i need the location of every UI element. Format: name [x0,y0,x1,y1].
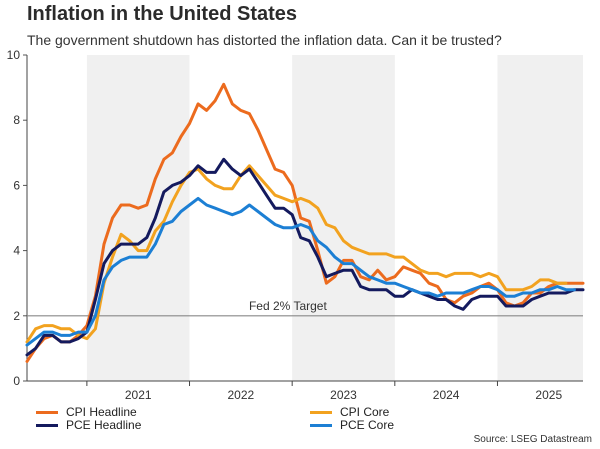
series-line-pce-core [25,196,576,347]
legend-item-pce-core: PCE Core [310,418,394,432]
y-tick-label: 6 [13,178,20,192]
shaded-band-2021 [86,55,190,381]
y-tick-label: 0 [13,374,20,388]
shaded-band-2023 [292,55,395,381]
legend-item-pce-headline: PCE Headline [36,418,141,432]
series-line-pce-headline [25,157,585,357]
y-tick-label: 2 [13,309,20,323]
x-tick-label-2021: 2021 [125,388,152,402]
legend-swatch-cpi-headline [36,410,58,414]
chart-title: Inflation in the United States [27,3,298,25]
y-tick-label: 8 [13,113,20,127]
legend-item-cpi-headline: CPI Headline [36,405,137,419]
y-tick-label: 10 [7,48,21,62]
x-tick-label-2025: 2025 [535,388,562,402]
series-line-cpi-headline [25,82,585,363]
legend-swatch-pce-headline [36,423,58,427]
shaded-band-2025 [497,55,583,381]
legend-label-pce-headline: PCE Headline [66,418,142,432]
legend-swatch-pce-core [310,423,332,427]
legend-item-cpi-core: CPI Core [310,405,389,419]
fed-target-label: Fed 2% Target [249,299,327,313]
x-tick-label-2023: 2023 [330,388,357,402]
chart-subtitle: The government shutdown has distorted th… [27,32,502,48]
x-tick-label-2024: 2024 [433,388,460,402]
legend-swatch-cpi-core [310,410,332,414]
legend-label-pce-core: PCE Core [340,418,395,432]
legend-label-cpi-headline: CPI Headline [66,405,137,419]
source-note: Source: LSEG Datastream [473,434,592,445]
x-tick-label-2022: 2022 [227,388,254,402]
y-tick-label: 4 [13,244,20,258]
legend-label-cpi-core: CPI Core [340,405,390,419]
